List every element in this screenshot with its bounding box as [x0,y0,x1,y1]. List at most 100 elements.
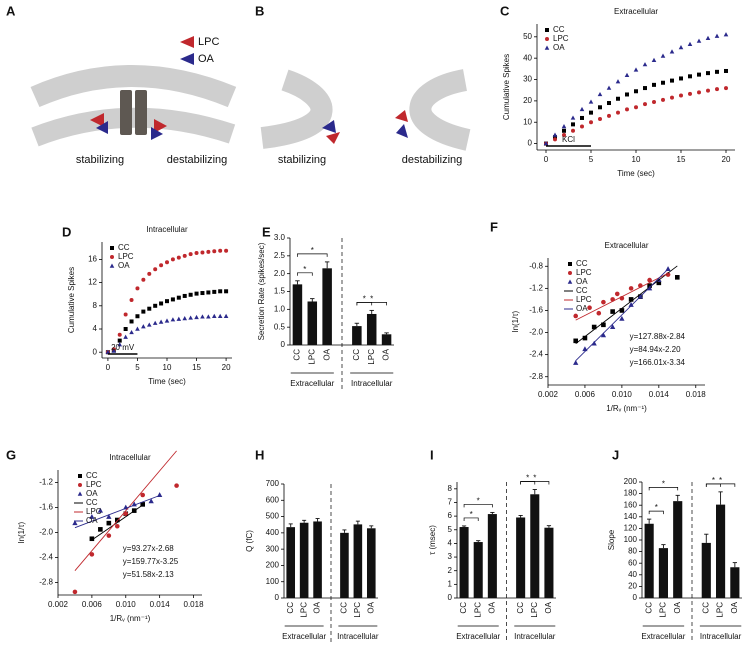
legend-label: OA [553,43,565,52]
data-point [724,68,728,73]
y-tick-label: -0.8 [529,261,543,270]
y-tick-label: 0 [633,593,638,602]
data-point [194,291,199,296]
fit-line [575,265,678,344]
data-point [588,99,594,104]
data-point [706,88,710,93]
y-tick-label: 700 [266,479,280,488]
data-point [614,291,620,297]
y-tick-label: 8 [448,484,453,493]
data-point [206,314,211,319]
legend-marker [568,271,572,275]
chart-title: Extracellular [614,7,658,16]
data-point [114,517,120,523]
fit-equation: y=127.88x-2.84 [630,332,686,341]
data-point [123,312,128,317]
y-tick-label: 300 [266,544,280,553]
significance-bracket [297,253,328,257]
x-axis-label: Time (sec) [617,169,655,178]
data-point [141,309,146,314]
y-tick-label: -2.0 [529,328,543,337]
data-point [147,271,152,276]
x-tick-label: LPC [530,602,539,618]
significance-label: * [311,246,314,255]
fit-equation: y=93.27x-2.68 [123,544,174,553]
significance-bracket [648,510,664,515]
fit-line [74,450,177,571]
y-tick-label: 2 [448,566,453,575]
data-point [158,319,164,324]
data-point [106,520,112,526]
y-tick-label: 2.5 [274,251,286,260]
data-point [117,342,123,347]
bar [487,514,497,598]
y-tick-label: 30 [523,75,532,84]
diagram-label: stabilizing [278,154,326,166]
x-tick-label: CC [293,349,302,361]
y-tick-label: 40 [523,53,532,62]
group-label: Intracellular [351,379,393,388]
group-label: Extracellular [290,379,334,388]
x-tick-label: OA [544,601,553,613]
x-tick-label: CC [459,602,468,614]
y-axis-label: Q (fC) [245,530,254,552]
x-tick-label: 15 [677,155,686,164]
legend-marker [78,483,82,487]
data-point [170,317,176,322]
y-tick-label: -1.6 [39,503,53,512]
bar [644,523,654,598]
x-axis-label: 1/Rᵥ (nm⁻¹) [606,404,647,413]
bar [286,527,296,598]
data-point [140,492,146,498]
data-point [679,76,683,81]
data-point [715,87,719,92]
data-point [670,78,674,83]
x-tick-label: LPC [353,602,362,618]
y-tick-label: 50 [523,32,532,41]
y-tick-label: 4 [448,539,453,548]
significance-bracket [463,504,493,508]
bar [340,532,349,598]
panel-letter: F [490,219,498,234]
data-point [656,280,662,286]
data-point [212,249,217,254]
data-point [642,62,648,67]
data-point [634,105,638,110]
bar [516,517,526,598]
y-axis-label: Secretion Rate (spikes/sec) [257,242,266,340]
bar [459,527,469,598]
legend-marker [110,255,114,259]
y-tick-label: -2.4 [39,553,53,562]
data-point [582,346,588,352]
data-point [643,86,647,91]
data-point [573,313,579,319]
y-tick-label: 40 [628,570,637,579]
data-point [571,128,575,133]
data-point [117,332,122,337]
data-point [194,251,199,256]
data-point [200,291,205,296]
x-tick-label: 0.006 [82,600,103,609]
data-point [687,41,693,46]
data-point [647,277,652,283]
data-point [688,74,692,79]
data-point [625,92,629,97]
oa-icon [322,120,336,133]
x-tick-label: 10 [163,363,172,372]
data-point [661,97,665,102]
bar [307,301,318,345]
data-point [159,263,164,268]
legend-label: CC [553,25,565,34]
x-tick-label: CC [516,602,525,614]
bar [299,522,309,598]
pore-protein [120,90,132,135]
data-point [669,49,675,54]
y-tick-label: 200 [624,477,638,486]
y-tick-label: -1.2 [529,283,543,292]
fit-line [575,268,669,362]
y-tick-label: 1.0 [274,304,286,313]
data-point [597,91,603,97]
x-tick-label: OA [730,601,739,613]
data-point [628,297,634,302]
significance-label: * [370,295,373,304]
